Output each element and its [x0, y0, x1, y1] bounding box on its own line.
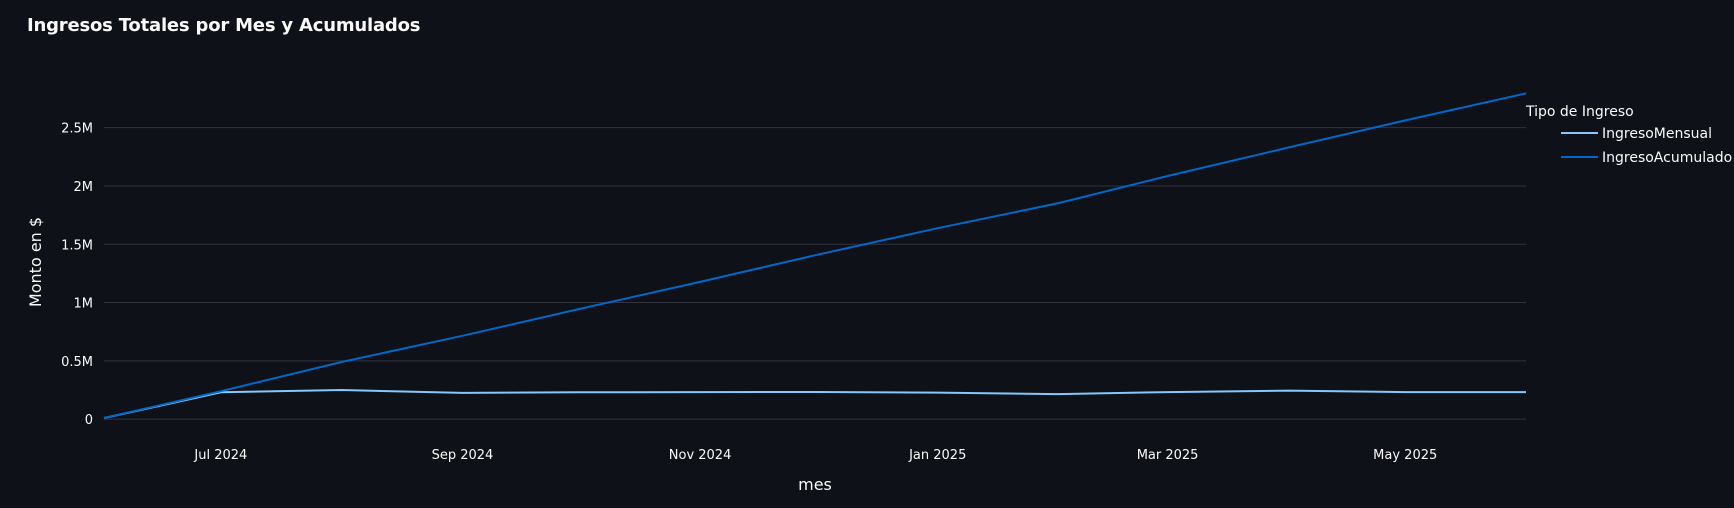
y-tick-label: 1M: [74, 297, 94, 312]
y-tick-label: 1.5M: [61, 238, 93, 253]
x-tick-label: Nov 2024: [669, 448, 732, 463]
y-axis-title: Monto en $: [26, 217, 45, 307]
legend-label-IngresoAcumulado: IngresoAcumulado: [1602, 150, 1732, 166]
x-tick-label: Mar 2025: [1137, 448, 1199, 463]
series-lines: [103, 92, 1527, 419]
y-tick-label: 2.5M: [61, 122, 93, 137]
x-axis-ticks: Jul 2024 Sep 2024 Nov 2024 Jan 2025 Mar 2025…: [193, 448, 1437, 463]
legend-title: Tipo de Ingreso: [1525, 104, 1634, 120]
x-axis-title: mes: [798, 475, 832, 494]
legend: Tipo de Ingreso IngresoMensual IngresoAcu…: [1525, 104, 1732, 166]
chart-title: Ingresos Totales por Mes y Acumulados: [27, 15, 421, 36]
x-tick-label: Jul 2024: [193, 448, 247, 463]
y-tick-label: 0: [85, 413, 93, 428]
y-axis-ticks: 0 0.5M 1M 1.5M 2M 2.5M: [61, 122, 93, 429]
x-tick-label: May 2025: [1373, 448, 1437, 463]
series-line-IngresoAcumulado: [103, 92, 1527, 419]
x-tick-label: Jan 2025: [908, 448, 966, 463]
x-tick-label: Sep 2024: [432, 448, 494, 463]
series-line-IngresoMensual: [103, 389, 1526, 419]
gridlines: [104, 127, 1526, 420]
y-tick-label: 2M: [74, 180, 94, 195]
y-tick-label: 0.5M: [61, 355, 93, 370]
legend-label-IngresoMensual: IngresoMensual: [1602, 126, 1712, 142]
